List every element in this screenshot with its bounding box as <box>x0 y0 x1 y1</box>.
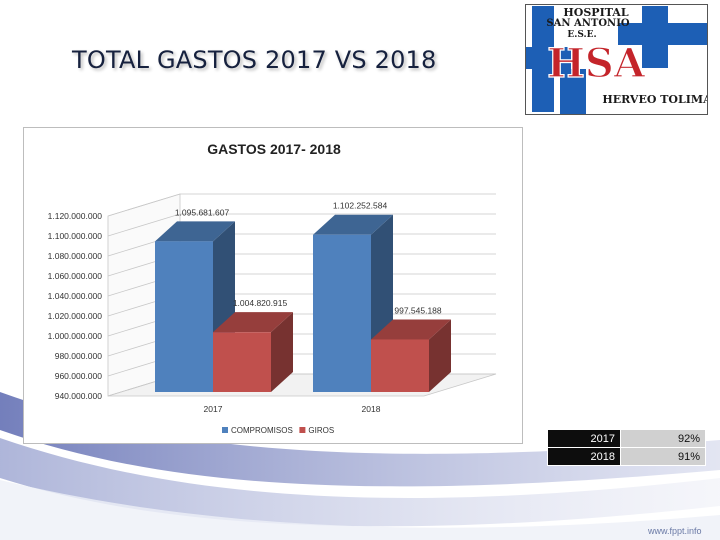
legend-swatch <box>222 427 228 433</box>
data-label: 1.095.681.607 <box>175 207 230 217</box>
ratio-percent: 91% <box>620 447 706 466</box>
legend-item: COMPROMISOS <box>222 426 293 435</box>
y-tick-label: 1.060.000.000 <box>48 271 103 281</box>
slide-title: TOTAL GASTOS 2017 VS 2018 <box>72 46 437 74</box>
gridline <box>107 193 496 217</box>
y-tick-label: 960.000.000 <box>55 371 103 381</box>
logo-line3: E.S.E. <box>567 30 596 40</box>
bar-top <box>155 221 235 242</box>
y-tick-label: 1.020.000.000 <box>48 311 103 321</box>
bar-front <box>155 241 213 392</box>
bar-top <box>313 214 393 235</box>
chart-title: GASTOS 2017- 2018 <box>207 141 341 157</box>
bar <box>371 319 451 392</box>
ratio-year: 2018 <box>547 447 621 466</box>
y-tick-label: 1.040.000.000 <box>48 291 103 301</box>
ratio-percent: 92% <box>620 429 706 448</box>
data-labels: 1.095.681.607 1.004.820.915 1.102.252.584 9… <box>175 201 442 316</box>
chart-bars <box>155 214 451 392</box>
bar-side <box>271 312 293 392</box>
y-tick-label: 980.000.000 <box>55 351 103 361</box>
gridline <box>107 213 496 237</box>
bar-front <box>213 332 271 392</box>
logo-cross-right-horizontal <box>618 23 707 45</box>
logo-monogram: HSA <box>547 40 646 87</box>
ratio-row: 2017 92% <box>547 429 706 448</box>
y-tick-label: 1.080.000.000 <box>48 251 103 261</box>
logo-cross-left-horizontal <box>526 47 571 69</box>
ratio-year: 2017 <box>547 429 621 448</box>
hospital-logo: HOSPITAL SAN ANTONIO E.S.E. HSA HERVEO T… <box>525 4 708 115</box>
footer-url: www.fppt.info <box>648 526 702 536</box>
chart-container: 940.000.000 960.000.000 980.000.000 1.000.0… <box>23 127 523 444</box>
chart-legend: COMPROMISOS GIROS <box>222 426 334 435</box>
bar-front <box>313 234 371 392</box>
legend-label: COMPROMISOS <box>231 426 293 435</box>
swoosh-band-dark <box>0 392 720 487</box>
data-label: 997.545.188 <box>394 305 442 315</box>
ratio-row: 2018 91% <box>547 447 706 466</box>
logo-subtitle: HERVEO TOLIMA <box>602 93 708 106</box>
legend-label: GIROS <box>308 426 334 435</box>
bar-front <box>371 339 429 392</box>
swoosh-band-faint <box>0 480 720 540</box>
legend-item: GIROS <box>299 426 334 435</box>
logo-cross-bottom <box>560 69 586 114</box>
bar <box>213 312 293 392</box>
bar-top <box>213 312 293 333</box>
x-tick-label: 2017 <box>204 404 223 414</box>
legend-swatch <box>299 427 306 433</box>
bar-side <box>429 319 451 392</box>
x-axis-ticks: 2017 2018 <box>204 404 381 414</box>
y-tick-label: 940.000.000 <box>55 391 103 401</box>
y-tick-label: 1.120.000.000 <box>48 211 103 221</box>
gastos-bar-chart: 940.000.000 960.000.000 980.000.000 1.000.0… <box>48 141 497 435</box>
data-label: 1.004.820.915 <box>233 298 288 308</box>
hospital-logo-graphic: HOSPITAL SAN ANTONIO E.S.E. HSA HERVEO T… <box>526 6 708 114</box>
bar-top <box>371 319 451 340</box>
y-tick-label: 1.000.000.000 <box>48 331 103 341</box>
y-axis-ticks: 940.000.000 960.000.000 980.000.000 1.000.0… <box>48 211 103 401</box>
logo-line2: SAN ANTONIO <box>546 18 629 29</box>
y-tick-label: 1.100.000.000 <box>48 231 103 241</box>
execution-ratio-table: 2017 92% 2018 91% <box>547 429 706 466</box>
x-tick-label: 2018 <box>362 404 381 414</box>
swoosh-band-light <box>0 438 720 527</box>
data-label: 1.102.252.584 <box>333 201 388 211</box>
logo-line1: HOSPITAL <box>563 6 628 19</box>
